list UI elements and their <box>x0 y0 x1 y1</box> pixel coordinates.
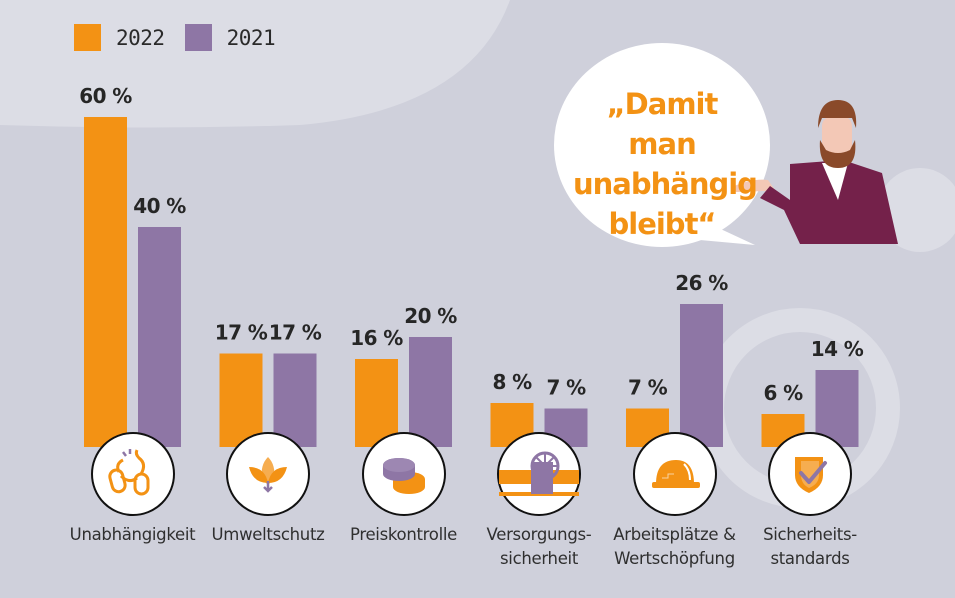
bar-2022-unabhängigkeit <box>84 117 127 447</box>
background-arc-top-left <box>0 0 510 128</box>
value-label-2021-sicherheits-standards: 14 % <box>811 337 864 361</box>
broken-chain-icon <box>90 432 175 516</box>
speech-bubble <box>554 43 770 247</box>
bar-2022-umweltschutz <box>219 353 263 447</box>
coins-icon <box>361 432 446 516</box>
shield-check-icon <box>768 432 852 516</box>
leaf-icon <box>226 432 310 516</box>
legend-item-2021: 2021 <box>184 24 276 51</box>
legend-swatch-2021 <box>184 24 212 51</box>
value-label-2022-unabhängigkeit: 60 % <box>79 84 132 108</box>
bar-2021-umweltschutz <box>273 353 317 447</box>
bar-2022-preiskontrolle <box>355 359 398 447</box>
value-label-2022-arbeitsplätze-wertschöpfung: 7 % <box>628 376 668 400</box>
value-label-2022-umweltschutz: 17 % <box>215 321 268 345</box>
category-label-sicherheits-standards: Sicherheits- standards <box>763 525 857 568</box>
value-label-2022-preiskontrolle: 16 % <box>350 326 403 350</box>
value-label-2021-unabhängigkeit: 40 % <box>133 194 186 218</box>
bar-2021-preiskontrolle <box>409 337 452 447</box>
legend-label-2022: 2022 <box>116 25 165 50</box>
value-label-2021-preiskontrolle: 20 % <box>404 304 457 328</box>
value-label-2021-umweltschutz: 17 % <box>269 321 322 345</box>
legend-swatch-2022 <box>74 24 101 51</box>
person-illustration <box>732 100 898 244</box>
value-label-2021-versorgungs-sicherheit: 7 % <box>546 376 586 400</box>
category-label-arbeitsplätze-wertschöpfung: Arbeitsplätze & Wertschöpfung <box>613 525 736 568</box>
category-label-preiskontrolle: Preiskontrolle <box>349 525 458 544</box>
hard-hat-icon <box>632 432 717 516</box>
value-label-2022-versorgungs-sicherheit: 8 % <box>492 370 532 394</box>
value-label-2021-arbeitsplätze-wertschöpfung: 26 % <box>675 271 728 295</box>
background-circle-right <box>878 168 955 252</box>
speech-bubble-quote: „Damit man unabhängig bleibt“ <box>573 87 758 241</box>
category-label-versorgungs-sicherheit: Versorgungs- sicherheit <box>486 525 592 568</box>
legend-label-2021: 2021 <box>226 25 276 50</box>
pipeline-valve-icon <box>497 432 581 516</box>
value-label-2022-sicherheits-standards: 6 % <box>763 381 803 405</box>
category-label-umweltschutz: Umweltschutz <box>211 525 325 544</box>
bar-2021-arbeitsplätze-wertschöpfung <box>680 304 723 447</box>
bar-2021-unabhängigkeit <box>138 227 181 447</box>
legend-item-2022: 2022 <box>74 24 165 51</box>
category-label-unabhängigkeit: Unabhängigkeit <box>69 525 196 544</box>
legend: 2022 2021 <box>74 24 295 51</box>
